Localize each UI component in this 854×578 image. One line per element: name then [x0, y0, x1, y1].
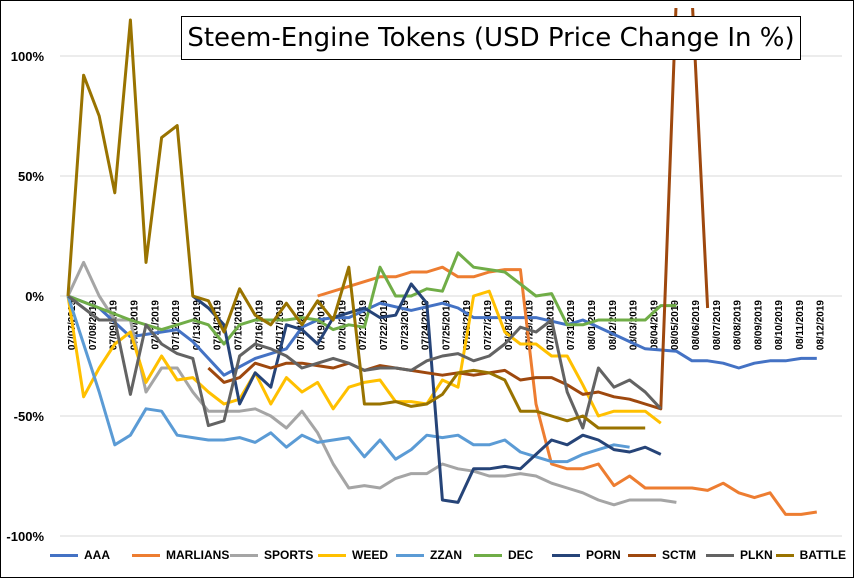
legend-swatch — [318, 553, 346, 557]
legend-item-plkn: PLKN — [706, 548, 776, 562]
x-tick-label: 07/09/2019 — [109, 300, 120, 350]
legend-label: MARLIANS — [166, 548, 230, 562]
x-tick-label: 07/24/2019 — [421, 300, 432, 350]
y-tick-label: 50% — [18, 169, 44, 184]
x-tick-label: 07/28/2019 — [504, 300, 515, 350]
legend-item-sports: SPORTS — [230, 548, 318, 562]
series-line-dec — [67, 251, 677, 346]
x-tick-label: 08/06/2019 — [691, 300, 702, 350]
legend-swatch — [132, 553, 160, 557]
x-tick-label: 08/10/2019 — [774, 300, 785, 350]
x-tick-label: 07/19/2019 — [317, 300, 328, 350]
series-line-marlians — [317, 265, 818, 516]
x-tick-label: 07/29/2019 — [525, 300, 536, 350]
x-tick-label: 07/16/2019 — [254, 300, 265, 350]
series-line-porn — [191, 282, 662, 504]
x-tick-label: 08/02/2019 — [608, 300, 619, 350]
x-tick-label: 07/11/2019 — [150, 300, 161, 350]
x-tick-label: 07/17/2019 — [275, 300, 286, 350]
x-tick-label: 07/14/2019 — [213, 300, 224, 350]
legend-item-zzan: ZZAN — [396, 548, 474, 562]
x-tick-label: 08/11/2019 — [795, 300, 806, 350]
x-tick-label: 07/30/2019 — [545, 300, 556, 350]
legend-swatch — [776, 553, 794, 557]
legend-item-porn: PORN — [552, 548, 628, 562]
x-tick-label: 08/03/2019 — [629, 300, 640, 350]
x-tick-label: 07/10/2019 — [130, 300, 141, 350]
x-tick-label: 07/23/2019 — [400, 300, 411, 350]
legend-swatch — [396, 553, 424, 557]
legend-label: SPORTS — [264, 548, 314, 562]
legend-label: ZZAN — [430, 548, 462, 562]
x-tick-label: 08/09/2019 — [753, 300, 764, 350]
legend-item-marlians: MARLIANS — [132, 548, 230, 562]
x-tick-label: 07/08/2019 — [88, 300, 99, 350]
legend-label: PORN — [586, 548, 621, 562]
legend-swatch — [628, 553, 656, 557]
x-tick-label: 07/20/2019 — [337, 300, 348, 350]
x-tick-label: 08/08/2019 — [733, 300, 744, 350]
legend-label: DEC — [508, 548, 534, 562]
legend-item-aaa: AAA — [50, 548, 132, 562]
series-line-battle — [66, 18, 646, 430]
series-lines — [66, 8, 818, 516]
y-tick-label: 100% — [11, 49, 45, 64]
y-tick-label: -50% — [14, 409, 45, 424]
x-tick-label: 08/05/2019 — [670, 300, 681, 350]
x-tick-label: 07/22/2019 — [379, 300, 390, 350]
legend-label: PLKN — [740, 548, 773, 562]
legend-label: BATTLE — [799, 548, 846, 562]
legend-swatch — [50, 553, 78, 557]
x-tick-label: 08/12/2019 — [816, 300, 827, 350]
legend-label: AAA — [84, 548, 110, 562]
legend-swatch — [552, 553, 580, 557]
series-line-weed — [66, 289, 662, 425]
legend-swatch — [706, 553, 734, 557]
x-tick-label: 07/25/2019 — [441, 300, 452, 350]
legend-label: SCTM — [662, 548, 696, 562]
legend-label: WEED — [352, 548, 388, 562]
chart-title: Steem-Engine Tokens (USD Price Change In… — [181, 16, 801, 60]
legend-item-battle: BATTLE — [776, 548, 846, 562]
legend-swatch — [230, 553, 258, 557]
x-tick-label: 07/27/2019 — [483, 300, 494, 350]
x-tick-label: 07/13/2019 — [192, 300, 203, 350]
legend-swatch — [474, 553, 502, 557]
y-axis: -100% -50% 0% 50% 100% — [6, 49, 44, 544]
y-tick-label: 0% — [25, 289, 44, 304]
x-tick-label: 08/07/2019 — [712, 300, 723, 350]
legend-item-sctm: SCTM — [628, 548, 706, 562]
legend-item-dec: DEC — [474, 548, 552, 562]
series-line-aaa — [67, 294, 817, 377]
series-line-plkn — [67, 294, 662, 430]
series-line-zzan — [66, 295, 630, 464]
chart-legend: AAA MARLIANS SPORTS WEED ZZAN DEC PORN SCTM PLKN… — [50, 545, 850, 565]
legend-item-weed: WEED — [318, 548, 396, 562]
y-tick-label: -100% — [6, 529, 44, 544]
x-tick-label: 08/04/2019 — [649, 300, 660, 350]
